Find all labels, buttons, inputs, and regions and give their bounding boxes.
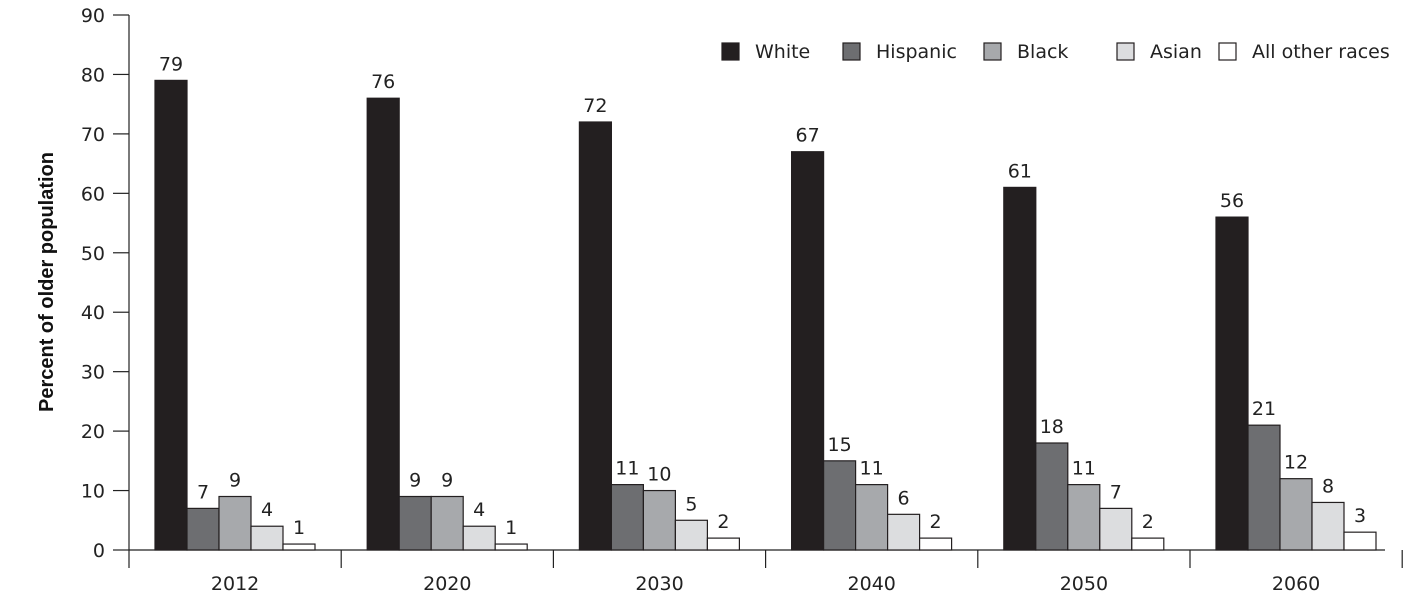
y-axis-title: Percent of older population xyxy=(36,152,58,412)
bar xyxy=(1247,424,1281,551)
data-label: 6 xyxy=(898,487,910,509)
bar xyxy=(790,151,825,551)
data-label: 2 xyxy=(717,511,729,533)
bar xyxy=(610,484,645,551)
data-label: 12 xyxy=(1284,452,1308,474)
y-tick-label: 0 xyxy=(93,540,105,562)
bar xyxy=(1067,484,1101,551)
data-label: 61 xyxy=(1008,160,1032,182)
legend-label: White xyxy=(755,41,810,63)
data-label: 2 xyxy=(930,511,942,533)
legend-swatch xyxy=(983,42,1002,61)
legend-label: Black xyxy=(1017,41,1068,63)
data-label: 1 xyxy=(505,517,517,539)
data-label: 18 xyxy=(1040,416,1064,438)
bar xyxy=(1279,478,1313,551)
legend-swatch xyxy=(1116,42,1135,61)
data-label: 7 xyxy=(197,481,209,503)
bar xyxy=(366,97,400,551)
bar xyxy=(282,543,316,551)
y-axis: 0 10 20 30 40 50 60 70 80 90 xyxy=(81,5,130,562)
bar xyxy=(1131,537,1165,551)
y-tick-label: 60 xyxy=(81,183,105,205)
y-tick-label: 40 xyxy=(81,302,105,324)
data-label: 2 xyxy=(1142,511,1154,533)
bar xyxy=(918,537,953,551)
data-label: 56 xyxy=(1220,190,1244,212)
legend-label: Hispanic xyxy=(876,41,957,63)
y-tick-label: 50 xyxy=(81,243,105,265)
bar xyxy=(1215,216,1249,551)
y-tick-label: 70 xyxy=(81,124,105,146)
legend-swatch xyxy=(842,42,861,61)
x-tick-label: 2030 xyxy=(635,573,683,595)
legend: White Hispanic Black Asian All other races xyxy=(721,41,1390,63)
legend-label: All other races xyxy=(1252,41,1390,63)
bar xyxy=(1003,186,1037,551)
x-tick-label: 2040 xyxy=(848,573,896,595)
data-label: 79 xyxy=(159,53,183,75)
y-tick-label: 10 xyxy=(81,481,105,503)
data-label: 10 xyxy=(647,464,671,486)
x-tick-label: 2012 xyxy=(211,573,259,595)
bar xyxy=(578,121,613,551)
data-label: 5 xyxy=(685,493,697,515)
data-label: 3 xyxy=(1354,505,1366,527)
y-tick-label: 90 xyxy=(81,5,105,27)
data-label: 76 xyxy=(371,71,395,93)
y-tick-label: 80 xyxy=(81,64,105,86)
data-label: 4 xyxy=(473,499,485,521)
bar xyxy=(1099,507,1133,551)
bar xyxy=(1343,531,1377,551)
data-label: 11 xyxy=(615,458,639,480)
bar xyxy=(250,525,284,551)
y-tick-label: 20 xyxy=(81,421,105,443)
y-tick-label: 30 xyxy=(81,362,105,384)
data-label: 15 xyxy=(828,434,852,456)
data-label: 4 xyxy=(261,499,273,521)
bar xyxy=(218,495,252,551)
data-label: 9 xyxy=(409,470,421,492)
bar xyxy=(1035,442,1069,551)
bar xyxy=(494,543,528,551)
data-label: 9 xyxy=(441,470,453,492)
bar xyxy=(854,484,889,551)
x-tick-label: 2050 xyxy=(1060,573,1108,595)
x-tick-label: 2020 xyxy=(423,573,471,595)
legend-label: Asian xyxy=(1150,41,1202,63)
bar xyxy=(1311,501,1345,551)
data-label: 21 xyxy=(1252,398,1276,420)
bar xyxy=(642,489,677,551)
data-label: 7 xyxy=(1110,481,1122,503)
legend-swatch xyxy=(721,42,740,61)
data-label: 8 xyxy=(1322,475,1334,497)
data-label: 9 xyxy=(229,470,241,492)
data-label: 11 xyxy=(860,458,884,480)
data-label: 72 xyxy=(583,95,607,117)
data-label: 1 xyxy=(293,517,305,539)
legend-swatch xyxy=(1218,42,1237,61)
bar xyxy=(674,519,709,551)
bar xyxy=(706,537,741,551)
x-axis: 2012 2020 2030 2040 2050 2060 xyxy=(128,549,1403,595)
x-tick-label: 2060 xyxy=(1272,573,1320,595)
bar xyxy=(822,460,857,551)
bars xyxy=(154,79,1377,551)
bar xyxy=(462,525,496,551)
bar xyxy=(398,495,432,551)
bar xyxy=(186,507,220,551)
data-label: 11 xyxy=(1072,458,1096,480)
bar xyxy=(886,513,921,551)
bar xyxy=(430,495,464,551)
bar xyxy=(154,79,188,551)
data-label: 67 xyxy=(796,125,820,147)
